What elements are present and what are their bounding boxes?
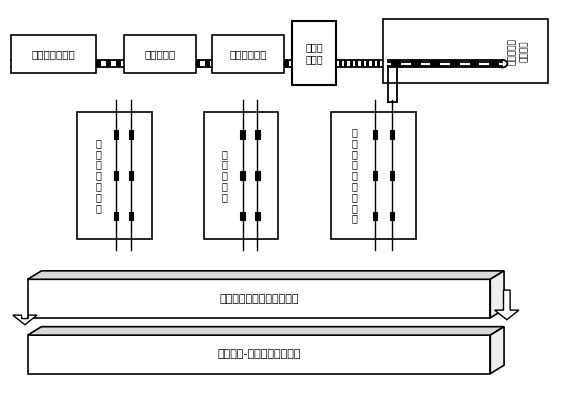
Bar <box>265 60 269 67</box>
Bar <box>244 60 250 67</box>
Bar <box>11 35 97 73</box>
Bar <box>86 60 91 67</box>
Bar <box>373 171 377 180</box>
Bar <box>56 60 61 67</box>
Bar <box>204 112 278 239</box>
Bar <box>175 60 180 67</box>
Bar <box>430 60 440 67</box>
Bar <box>26 60 31 67</box>
Bar <box>255 212 260 220</box>
Bar <box>255 171 260 180</box>
Bar <box>378 60 380 67</box>
Bar <box>373 130 377 139</box>
Bar <box>390 212 394 220</box>
Polygon shape <box>28 271 504 279</box>
Bar <box>124 35 196 73</box>
Bar <box>212 35 284 73</box>
Polygon shape <box>28 279 490 318</box>
Bar <box>96 60 101 67</box>
Bar <box>355 60 358 67</box>
Bar <box>106 60 111 67</box>
Bar <box>339 60 342 67</box>
Bar <box>235 60 239 67</box>
Bar <box>241 212 245 220</box>
Bar <box>390 171 394 180</box>
Text: 溶
剂
挥
发
速
率
控
制
区: 溶 剂 挥 发 速 率 控 制 区 <box>352 127 357 224</box>
Bar <box>372 60 375 67</box>
Bar <box>366 60 369 67</box>
Text: 结
晶
时
间
控
制
区: 结 晶 时 间 控 制 区 <box>95 138 101 213</box>
Bar <box>185 60 190 67</box>
Bar <box>373 212 377 220</box>
Bar <box>225 60 230 67</box>
Text: 杂质添加区: 杂质添加区 <box>144 49 175 59</box>
Bar <box>411 60 420 67</box>
Polygon shape <box>490 271 504 318</box>
Bar <box>470 60 479 67</box>
Text: 图像识别-大数据分析处理区: 图像识别-大数据分析处理区 <box>217 349 301 360</box>
Bar <box>205 60 210 67</box>
Bar <box>215 60 220 67</box>
Bar <box>47 60 51 67</box>
Polygon shape <box>28 327 504 335</box>
Polygon shape <box>495 290 519 320</box>
Bar <box>66 60 71 67</box>
Bar <box>17 60 21 67</box>
Bar <box>390 130 394 139</box>
Bar <box>241 171 245 180</box>
Bar <box>350 60 352 67</box>
Bar <box>129 130 133 139</box>
Text: 药物浓度改变区: 药物浓度改变区 <box>32 49 76 59</box>
Bar <box>77 112 152 239</box>
Bar <box>114 130 118 139</box>
Bar <box>330 112 416 239</box>
Bar <box>195 60 200 67</box>
Bar <box>255 130 260 139</box>
Bar <box>126 60 130 67</box>
Bar <box>391 60 401 67</box>
Text: 反溶剂改变区: 反溶剂改变区 <box>229 49 267 59</box>
Bar <box>114 212 118 220</box>
Bar <box>37 60 42 67</box>
Polygon shape <box>13 315 37 325</box>
Text: 温
度
控
制
区: 温 度 控 制 区 <box>222 149 228 202</box>
Text: 液滴收集及药物晶体表征区: 液滴收集及药物晶体表征区 <box>219 294 299 303</box>
Polygon shape <box>490 327 504 374</box>
Bar <box>383 19 548 83</box>
Bar <box>490 60 499 67</box>
Bar <box>292 21 336 85</box>
Bar <box>345 60 347 67</box>
Bar <box>156 60 160 67</box>
Bar <box>129 171 133 180</box>
Bar <box>129 212 133 220</box>
Bar <box>450 60 460 67</box>
Bar <box>116 60 121 67</box>
Bar <box>165 60 170 67</box>
Bar <box>255 60 260 67</box>
Text: 液滴产
生装置: 液滴产 生装置 <box>305 42 323 64</box>
Text: 药物混合速
率控制区: 药物混合速 率控制区 <box>508 38 528 64</box>
Bar <box>135 60 140 67</box>
Bar <box>361 60 364 67</box>
Bar <box>274 60 279 67</box>
Bar <box>284 60 289 67</box>
Polygon shape <box>28 335 490 374</box>
Bar <box>76 60 81 67</box>
Bar <box>146 60 151 67</box>
Bar <box>241 130 245 139</box>
Bar <box>114 171 118 180</box>
